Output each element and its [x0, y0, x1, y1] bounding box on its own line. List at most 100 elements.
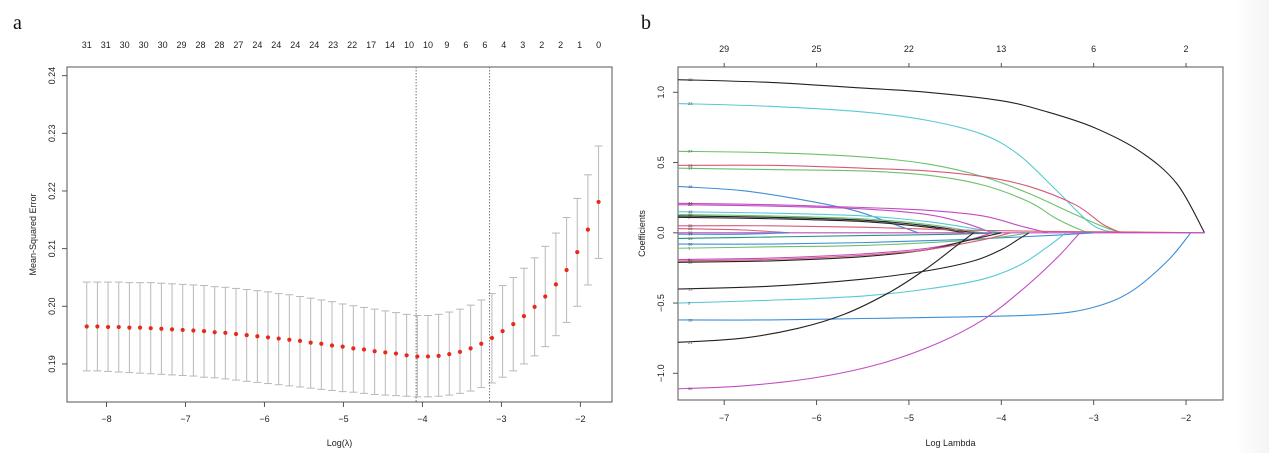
coefficient-path-11 — [677, 215, 979, 234]
mse-point — [169, 327, 175, 332]
mse-point — [468, 346, 473, 351]
curve-label: 18 — [688, 209, 693, 214]
plot-frame — [677, 66, 1224, 401]
mse-point — [372, 349, 377, 354]
top-axis-label: 14 — [385, 40, 395, 50]
y-tick-label: 0.0 — [656, 227, 666, 240]
coefficient-path-36 — [677, 232, 1094, 245]
top-axis-label: 24 — [271, 40, 281, 50]
x-tick-label: −3 — [496, 414, 506, 424]
mse-point — [105, 324, 111, 330]
coefficient-path-14 — [677, 232, 789, 235]
top-axis-label: 6 — [463, 40, 468, 50]
coefficient-path-32 — [677, 232, 1002, 263]
mse-point — [180, 327, 185, 333]
top-axis-label: 25 — [812, 44, 822, 54]
curve-label: 26 — [688, 212, 693, 217]
mse-point — [329, 343, 335, 348]
coefficient-path-plot: 1323272817163422182611335252014333618323… — [637, 44, 1224, 448]
mse-point — [436, 353, 441, 358]
x-axis-title: Log(λ) — [327, 438, 353, 448]
coefficient-path-5 — [677, 232, 1067, 304]
curve-label: 32 — [688, 260, 693, 265]
coefficient-path-30 — [677, 232, 1081, 390]
top-axis-label: 31 — [101, 40, 111, 50]
mse-point — [223, 330, 228, 335]
mse-point — [137, 325, 143, 330]
panel-b-label: b — [641, 12, 651, 34]
coefficient-path-28 — [677, 164, 1122, 234]
y-tick-label: 1.0 — [656, 86, 666, 99]
top-axis-label: 30 — [139, 40, 149, 50]
top-axis-label: 4 — [501, 40, 506, 50]
curve-label: 5 — [688, 300, 691, 305]
top-axis-label: 2 — [558, 40, 563, 50]
top-axis-label: 6 — [482, 40, 487, 50]
mse-point — [521, 313, 527, 319]
top-axis-label: 22 — [904, 44, 914, 54]
coefficient-path-37 — [677, 232, 1011, 262]
mse-point — [244, 333, 249, 338]
coefficient-path-19 — [677, 232, 1030, 290]
curve-label: 11 — [688, 213, 693, 218]
mse-point — [596, 199, 601, 205]
y-tick-label: 0.22 — [47, 182, 57, 200]
coefficient-path-3 — [677, 216, 965, 234]
top-axis-label: 10 — [423, 40, 433, 50]
top-axis-label: 30 — [120, 40, 130, 50]
curve-label: 34 — [688, 201, 693, 206]
curve-label: 27 — [688, 149, 693, 154]
mse-point — [319, 341, 324, 346]
top-axis-label: 13 — [996, 44, 1006, 54]
top-axis-label: 28 — [214, 40, 224, 50]
top-axis-label: 24 — [309, 40, 319, 50]
top-axis-label: 28 — [195, 40, 205, 50]
x-tick-label: −6 — [259, 414, 269, 424]
top-axis-label: 6 — [1091, 44, 1096, 54]
mse-point — [159, 326, 164, 331]
x-tick-label: −7 — [180, 414, 190, 424]
mse-point — [308, 340, 313, 345]
curve-label: 14 — [688, 232, 693, 237]
mse-point — [479, 341, 484, 346]
curve-label: 23 — [688, 101, 693, 106]
mse-point — [95, 324, 100, 329]
mse-point — [201, 328, 207, 334]
coefficient-path-26 — [677, 213, 983, 234]
top-axis-label: 29 — [177, 40, 187, 50]
y-tick-label: 0.23 — [47, 125, 57, 143]
coefficient-path-34 — [677, 202, 1048, 234]
top-axis-label: 1 — [577, 40, 582, 50]
curve-label: 30 — [688, 386, 693, 391]
y-tick-label: 0.24 — [47, 67, 57, 85]
mse-point — [340, 344, 345, 349]
y-axis-title: Coefficients — [637, 210, 647, 257]
x-tick-label: −5 — [338, 414, 348, 424]
x-axis-title: Log Lambda — [925, 438, 975, 448]
top-axis-label: 3 — [520, 40, 525, 50]
coefficient-path-13 — [677, 79, 1206, 234]
mse-point — [553, 282, 559, 287]
top-axis-label: 9 — [444, 40, 449, 50]
x-tick-label: −2 — [1181, 413, 1191, 423]
mse-point — [297, 338, 303, 343]
top-axis-label: 27 — [233, 40, 243, 50]
x-tick-label: −3 — [1089, 413, 1099, 423]
curve-label: 37 — [688, 258, 693, 263]
mse-point — [351, 346, 356, 351]
x-tick-label: −4 — [417, 414, 427, 424]
mse-point — [393, 351, 399, 356]
top-axis-label: 2 — [539, 40, 544, 50]
mse-point — [233, 331, 239, 337]
mse-point — [361, 347, 367, 352]
x-tick-label: −7 — [719, 413, 729, 423]
y-tick-label: −0.5 — [656, 294, 666, 312]
plot-frame — [66, 66, 613, 403]
x-tick-label: −8 — [101, 414, 111, 424]
mse-point — [500, 328, 505, 334]
curve-label: 16 — [688, 184, 693, 189]
curve-label: 17 — [688, 166, 693, 171]
top-axis-label: 31 — [82, 40, 92, 50]
curve-label: 8 — [688, 257, 691, 262]
